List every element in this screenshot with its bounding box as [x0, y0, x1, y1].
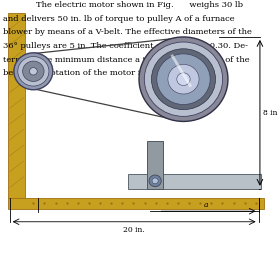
- Text: a: a: [203, 201, 208, 209]
- Circle shape: [152, 49, 215, 110]
- Text: The electric motor shown in Fig.      weighs 30 lb: The electric motor shown in Fig. weighs …: [36, 1, 242, 9]
- Circle shape: [18, 56, 49, 86]
- Text: 36° pulleys are 5 in. The coefficient of friction is 0.30. De-: 36° pulleys are 5 in. The coefficient of…: [3, 42, 248, 50]
- Text: and delivers 50 in. lb of torque to pulley A of a furnace: and delivers 50 in. lb of torque to pull…: [3, 15, 234, 22]
- Bar: [128, 174, 261, 189]
- Text: 8 in.: 8 in.: [263, 109, 278, 117]
- Circle shape: [14, 53, 53, 90]
- Circle shape: [157, 54, 210, 105]
- Circle shape: [177, 73, 190, 86]
- Text: blower by means of a V-belt. The effective diameters of the: blower by means of a V-belt. The effecti…: [3, 28, 252, 36]
- Circle shape: [139, 37, 228, 121]
- Circle shape: [168, 64, 199, 94]
- Polygon shape: [8, 13, 25, 198]
- Circle shape: [29, 68, 37, 75]
- Circle shape: [149, 175, 161, 187]
- Bar: [147, 141, 163, 189]
- Text: termine the minimum distance a to prevent slipping of the: termine the minimum distance a to preven…: [3, 56, 249, 64]
- Text: belt if the rotation of the motor is clockwise.: belt if the rotation of the motor is clo…: [3, 69, 191, 77]
- Circle shape: [144, 42, 223, 116]
- Circle shape: [23, 61, 44, 81]
- Text: 20 in.: 20 in.: [123, 226, 145, 234]
- Circle shape: [152, 178, 158, 184]
- Polygon shape: [8, 198, 264, 209]
